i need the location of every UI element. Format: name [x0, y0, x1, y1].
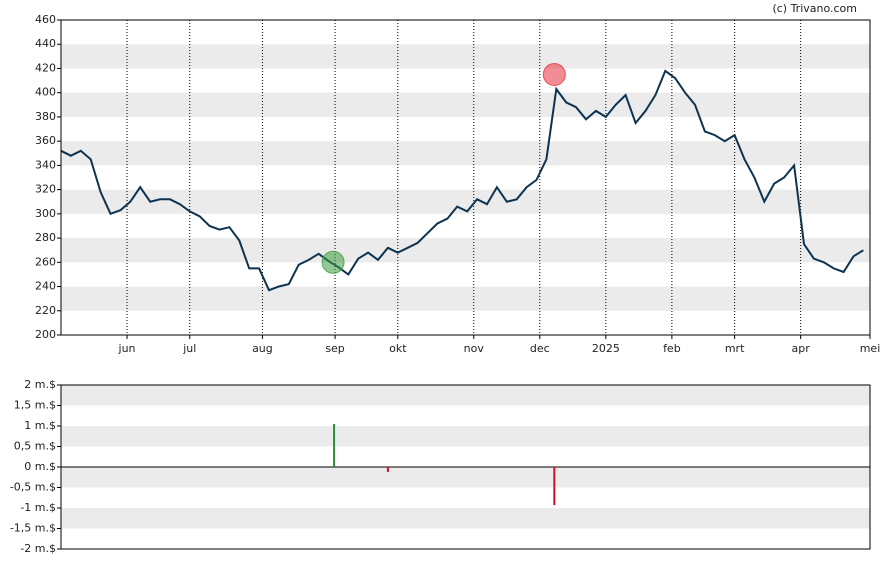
price-line	[60, 69, 864, 292]
y-tick-label: -2 m.$	[20, 542, 56, 555]
x-tick-label: mrt	[725, 342, 745, 355]
x-tick-label: mei	[860, 342, 881, 355]
y-tick-label: 1 m.$	[24, 419, 56, 432]
grid-band	[61, 238, 870, 263]
y-tick-label: 340	[35, 158, 56, 171]
credit: (c) Trivano.com	[772, 2, 857, 15]
grid-band	[61, 385, 870, 406]
y-tick-label: 260	[35, 255, 56, 268]
x-tick-label: jul	[182, 342, 196, 355]
x-tick-label: apr	[792, 342, 811, 355]
x-tick-label: okt	[389, 342, 407, 355]
y-tick-label: 240	[35, 280, 56, 293]
y-tick-label: 200	[35, 328, 56, 341]
y-tick-label: 380	[35, 110, 56, 123]
y-tick-label: -1,5 m.$	[10, 522, 56, 535]
y-tick-label: -1 m.$	[20, 501, 56, 514]
y-tick-label: 320	[35, 183, 56, 196]
grid-band	[61, 92, 870, 117]
y-tick-label: 300	[35, 207, 56, 220]
y-tick-label: 0,5 m.$	[14, 440, 56, 453]
x-tick-label: dec	[530, 342, 550, 355]
grid-band	[61, 467, 870, 488]
x-tick-label: aug	[252, 342, 273, 355]
y-tick-label: 220	[35, 304, 56, 317]
plot-frame	[60, 384, 871, 550]
grid-band	[61, 426, 870, 447]
marker	[321, 250, 345, 274]
x-tick-label: sep	[325, 342, 344, 355]
y-tick-label: 0 m.$	[24, 460, 56, 473]
x-tick-label: nov	[464, 342, 485, 355]
y-tick-label: 420	[35, 61, 56, 74]
x-tick-label: 2025	[592, 342, 620, 355]
plot-frame	[60, 19, 871, 336]
x-tick-label: feb	[663, 342, 681, 355]
grid-band	[61, 286, 870, 311]
grid-band	[61, 508, 870, 529]
marker	[542, 63, 566, 87]
grid-band	[61, 141, 870, 166]
y-tick-label: 360	[35, 134, 56, 147]
x-tick-label: jun	[118, 342, 136, 355]
y-tick-label: 460	[35, 13, 56, 26]
grid-band	[61, 44, 870, 69]
y-tick-label: 280	[35, 231, 56, 244]
y-tick-label: 440	[35, 37, 56, 50]
y-tick-label: 2 m.$	[24, 378, 56, 391]
y-tick-label: 400	[35, 86, 56, 99]
y-tick-label: 1,5 m.$	[14, 399, 56, 412]
y-tick-label: -0,5 m.$	[10, 481, 56, 494]
